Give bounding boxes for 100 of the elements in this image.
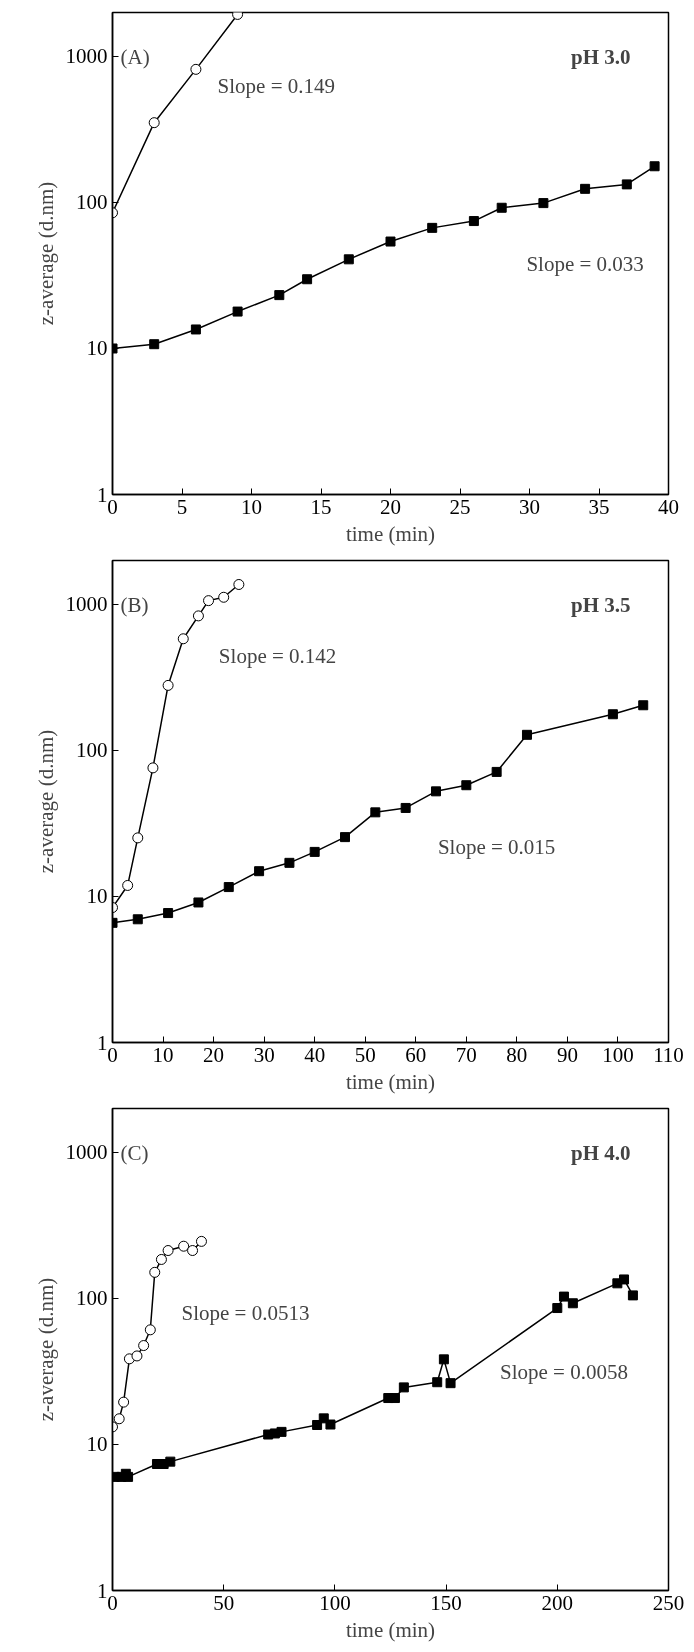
point [302,274,313,285]
point [619,1274,630,1285]
x-tick-label: 10 [241,494,262,519]
point [233,579,245,590]
annotation: (C) [120,1140,149,1165]
point [325,1419,336,1430]
x-tick-label: 40 [658,494,679,519]
x-tick-label: 80 [506,1042,528,1067]
point [638,700,649,711]
point [496,202,507,213]
annotation: Slope = 0.149 [217,74,336,99]
point [607,709,618,720]
point [177,633,189,645]
y-tick-label: 10 [86,1432,108,1457]
point [147,762,159,774]
y-tick-label: 100 [76,738,108,763]
x-tick-label: 50 [213,1590,235,1615]
x-tick-label: 25 [449,494,471,519]
point [284,857,295,868]
point [223,882,234,893]
x-tick-label: 110 [653,1042,684,1067]
point [254,866,265,877]
point [192,610,204,622]
point [178,1240,190,1252]
x-tick-label: 0 [107,494,118,519]
x-tick-label: 50 [354,1042,376,1067]
point [445,1378,456,1389]
y-tick-label: 1 [97,482,108,507]
point [491,766,502,777]
y-axis-title: z-average (d.nm) [33,729,58,874]
point [627,1290,638,1301]
x-tick-label: 60 [405,1042,427,1067]
point [190,324,201,335]
point [149,1266,161,1278]
annotation: (B) [120,592,149,617]
y-tick-label: 100 [76,190,108,215]
point [580,183,591,194]
x-tick-label: 30 [519,494,540,519]
point [193,897,204,908]
point [274,290,285,301]
text: pH 3.5 [570,592,631,617]
point [468,216,479,227]
x-tick-label: 200 [541,1590,574,1615]
point [187,1245,199,1257]
point [131,1350,143,1362]
x-tick-label: 40 [304,1042,326,1067]
point [309,846,320,857]
x-tick-label: 0 [107,1042,118,1067]
point [340,832,351,843]
point [113,1413,125,1425]
point [155,1253,167,1265]
point [385,236,396,247]
point [144,1324,156,1336]
point [427,222,438,233]
point [122,879,134,891]
annotation: Slope = 0.0513 [181,1301,310,1326]
point [232,306,243,317]
point [400,802,411,813]
point [430,786,441,797]
point [165,1456,176,1467]
point [552,1303,563,1314]
point [203,595,215,607]
point [132,914,143,925]
annotation: Slope = 0.142 [218,644,337,669]
x-tick-label: 150 [430,1590,462,1615]
point [162,679,174,691]
point [438,1354,449,1365]
point [163,908,174,919]
point [276,1426,287,1437]
point [162,1245,174,1257]
point [461,780,472,791]
point [132,832,144,844]
y-tick-label: 100 [76,1286,108,1311]
x-tick-label: 0 [107,1590,118,1615]
point [558,1291,569,1302]
x-tick-label: 90 [556,1042,578,1067]
point [649,161,660,172]
annotation: (A) [120,44,150,69]
x-tick-label: 5 [176,494,188,519]
x-axis-title: time (min) [345,1617,436,1642]
y-tick-label: 10 [86,884,108,909]
point [148,117,160,129]
y-axis-title: z-average (d.nm) [33,181,58,326]
x-tick-label: 70 [455,1042,477,1067]
x-axis-title: time (min) [345,521,436,546]
point [567,1298,578,1309]
x-tick-label: 35 [588,494,610,519]
x-tick-label: 250 [652,1590,685,1615]
point [398,1382,409,1393]
text: pH 3.0 [570,44,631,69]
point [370,807,381,818]
annotation: Slope = 0.033 [526,251,644,276]
point [521,729,532,740]
y-axis-title: z-average (d.nm) [33,1277,58,1422]
x-tick-label: 20 [380,494,401,519]
point [195,1235,207,1247]
x-tick-label: 100 [319,1590,351,1615]
x-tick-label: 15 [310,494,332,519]
y-tick-label: 1 [97,1030,108,1055]
x-tick-label: 10 [152,1042,174,1067]
